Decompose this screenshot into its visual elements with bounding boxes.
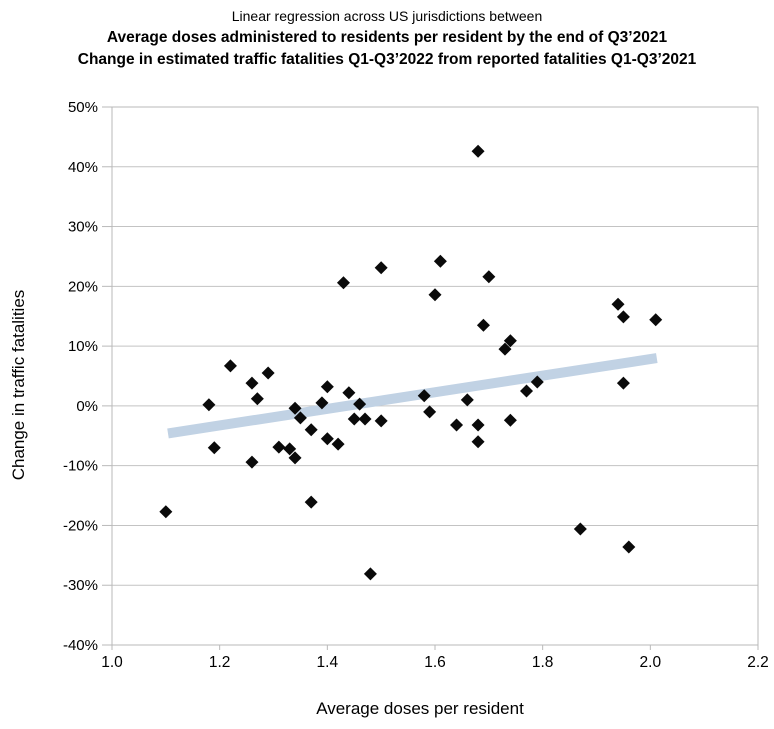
- x-tick-label: 1.2: [209, 654, 231, 671]
- chart-title-line3: Change in estimated traffic fatalities Q…: [77, 50, 697, 68]
- data-point: [428, 288, 442, 302]
- data-point: [342, 386, 356, 400]
- data-point: [261, 366, 275, 380]
- y-tick-label: -40%: [63, 637, 98, 654]
- x-tick-label: 1.0: [101, 654, 123, 671]
- data-point: [315, 396, 329, 410]
- data-point: [471, 144, 485, 158]
- data-point: [363, 567, 377, 581]
- y-tick-label: 20%: [68, 278, 98, 295]
- data-point: [471, 418, 485, 432]
- y-tick-label: 50%: [68, 99, 98, 116]
- y-tick-label: 40%: [68, 159, 98, 176]
- data-point: [304, 423, 318, 437]
- y-tick-label: 10%: [68, 338, 98, 355]
- data-point: [353, 397, 367, 411]
- data-point: [498, 342, 512, 356]
- data-point: [423, 405, 437, 419]
- data-point: [347, 412, 361, 426]
- data-point: [616, 376, 630, 390]
- data-point: [482, 270, 496, 284]
- data-point: [358, 412, 372, 426]
- data-point: [573, 522, 587, 536]
- data-point: [520, 384, 534, 398]
- data-point: [503, 413, 517, 427]
- data-point: [417, 389, 431, 403]
- data-point: [622, 540, 636, 554]
- data-point: [503, 334, 517, 348]
- data-point: [611, 297, 625, 311]
- chart-title-line1: Linear regression across US jurisdiction…: [231, 8, 543, 24]
- data-point: [288, 401, 302, 415]
- chart-title-line2: Average doses administered to residents …: [106, 29, 668, 46]
- x-tick-label: 2.2: [747, 654, 769, 671]
- regression-line: [167, 353, 658, 439]
- x-tick-label: 1.4: [317, 654, 339, 671]
- data-point: [250, 392, 264, 406]
- x-tick-label: 2.0: [640, 654, 662, 671]
- data-point: [374, 261, 388, 275]
- data-point: [288, 451, 302, 465]
- data-point: [471, 435, 485, 449]
- data-point: [245, 455, 259, 469]
- x-axis-title: Average doses per resident: [316, 699, 524, 718]
- x-tick-label: 1.8: [532, 654, 554, 671]
- data-point: [331, 437, 345, 451]
- y-tick-label: -20%: [63, 517, 98, 534]
- data-point: [433, 254, 447, 268]
- data-point: [245, 376, 259, 390]
- data-point: [320, 432, 334, 446]
- y-tick-label: 0%: [76, 398, 98, 415]
- data-point: [272, 440, 286, 454]
- plot-border: [111, 106, 759, 646]
- data-point: [159, 505, 173, 519]
- data-point: [616, 310, 630, 324]
- data-point: [320, 380, 334, 394]
- data-point: [450, 418, 464, 432]
- data-point: [207, 441, 221, 455]
- data-point: [304, 495, 318, 509]
- y-tick-label: -10%: [63, 458, 98, 475]
- data-point: [530, 375, 544, 389]
- data-point: [649, 313, 663, 327]
- y-tick-label: -30%: [63, 577, 98, 594]
- data-point: [293, 411, 307, 425]
- data-point: [374, 414, 388, 428]
- data-point: [460, 393, 474, 407]
- data-point: [202, 398, 216, 412]
- data-point: [336, 276, 350, 290]
- data-point: [223, 359, 237, 373]
- data-point: [476, 318, 490, 332]
- x-tick-label: 1.6: [424, 654, 446, 671]
- chart-title: Linear regression across US jurisdiction…: [0, 6, 774, 70]
- data-point: [283, 442, 297, 456]
- y-tick-label: 30%: [68, 219, 98, 236]
